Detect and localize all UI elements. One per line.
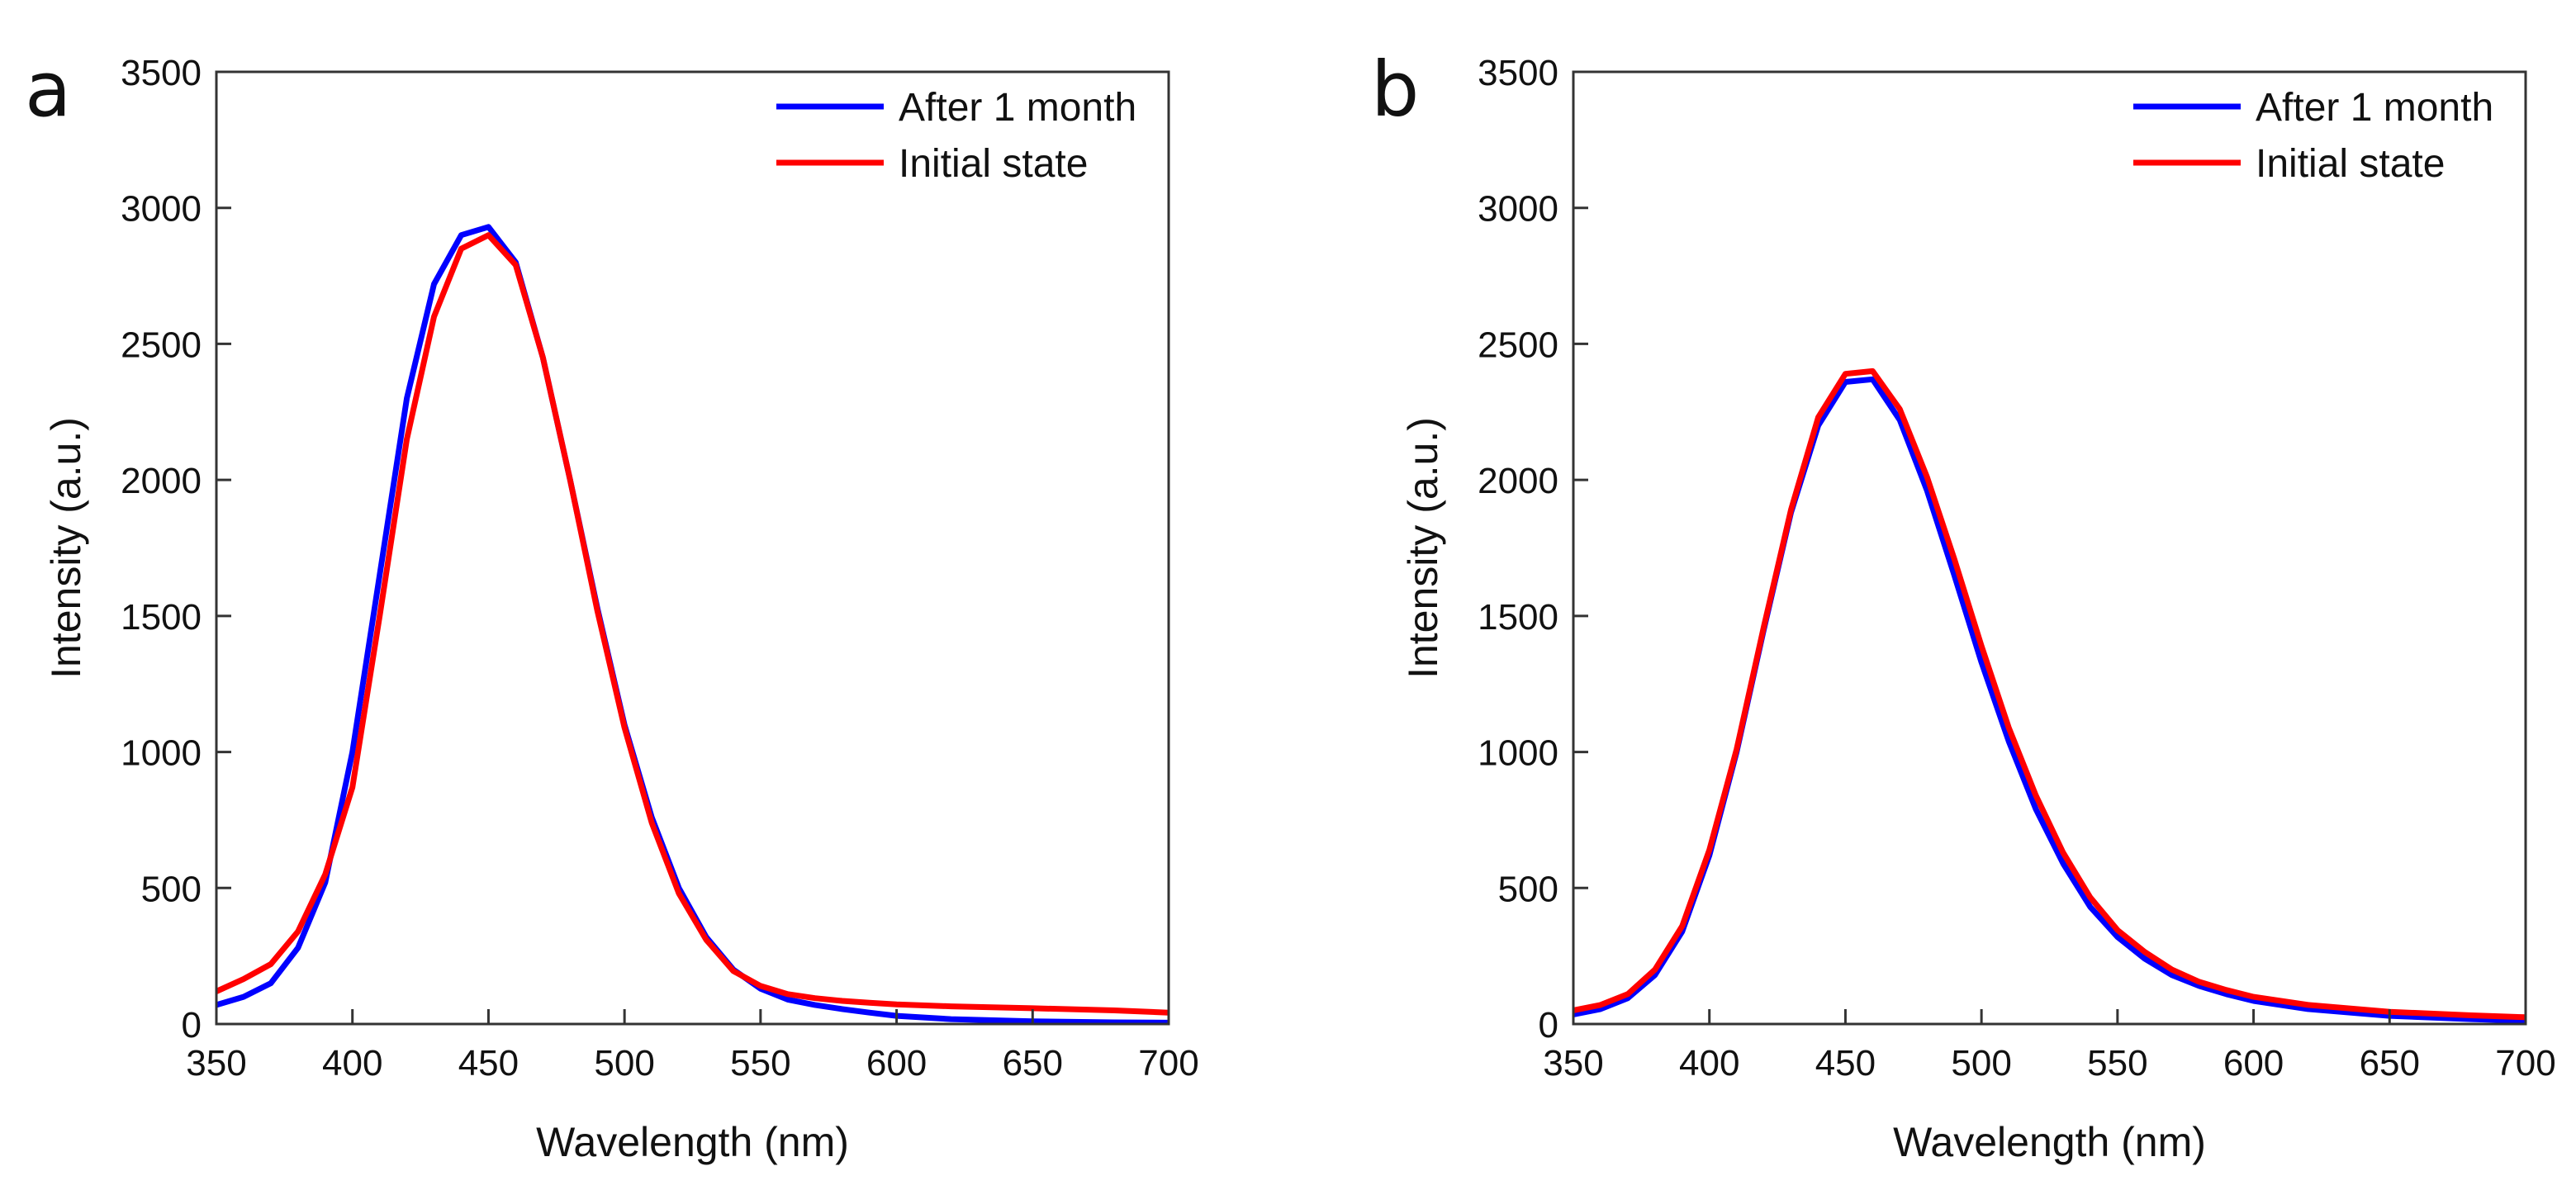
y-tick-label: 500	[1498, 869, 1558, 909]
legend-label: After 1 month	[899, 86, 1136, 130]
x-tick-label: 600	[2223, 1043, 2284, 1083]
y-tick-label: 2500	[121, 325, 202, 365]
panel-letter: a	[25, 45, 71, 134]
series-line-initial-state	[216, 232, 1169, 1016]
x-tick-label: 500	[1951, 1043, 2011, 1083]
x-tick-label: 500	[594, 1043, 654, 1083]
y-tick-label: 2000	[121, 461, 202, 501]
x-tick-label: 550	[2087, 1043, 2147, 1083]
y-tick-label: 3500	[1478, 53, 1558, 93]
y-tick-label: 3500	[121, 53, 202, 93]
x-tick-label: 450	[1815, 1043, 1876, 1083]
x-tick-label: 650	[1003, 1043, 1063, 1083]
legend-label: After 1 month	[2256, 86, 2493, 130]
x-tick-label: 350	[186, 1043, 246, 1083]
x-tick-label: 400	[1679, 1043, 1739, 1083]
chart-panel-a: a 350 400 450 500 550 600 650 700 0 500 1000 1500 200…	[25, 45, 1199, 1165]
x-tick-label: 400	[322, 1043, 382, 1083]
y-tick-label: 1500	[121, 597, 202, 638]
y-tick-label: 1000	[121, 733, 202, 774]
x-tick-label: 650	[2360, 1043, 2420, 1083]
x-tick-label: 550	[730, 1043, 790, 1083]
legend: After 1 month Initial state	[2133, 86, 2493, 186]
x-axis-title: Wavelength (nm)	[536, 1119, 849, 1165]
series-line-after-1-month	[216, 224, 1169, 1024]
legend-label: Initial state	[2256, 142, 2445, 186]
plot-frame	[215, 70, 1170, 1026]
x-tick-label: 600	[866, 1043, 927, 1083]
x-axis-title: Wavelength (nm)	[1893, 1119, 2206, 1165]
x-tick-label: 700	[2495, 1043, 2555, 1083]
y-tick-label: 500	[141, 869, 202, 909]
x-tick-label: 450	[458, 1043, 519, 1083]
y-tick-label: 3000	[121, 189, 202, 230]
x-tick-label: 700	[1138, 1043, 1198, 1083]
legend: After 1 month Initial state	[776, 86, 1136, 186]
y-tick-label: 0	[182, 1005, 202, 1045]
y-tick-label: 0	[1539, 1005, 1558, 1045]
y-tick-label: 3000	[1478, 189, 1558, 230]
plot-frame	[1572, 70, 2527, 1026]
panel-letter: b	[1371, 45, 1419, 134]
y-tick-label: 1500	[1478, 597, 1558, 638]
legend-label: Initial state	[899, 142, 1088, 186]
series-line-initial-state	[1573, 367, 2526, 1021]
x-tick-label: 350	[1543, 1043, 1603, 1083]
series-line-after-1-month	[1573, 376, 2526, 1024]
y-tick-label: 2500	[1478, 325, 1558, 365]
y-tick-label: 1000	[1478, 733, 1558, 774]
chart-panel-b: b 350 400 450 500 550 600 650 700 0 500 1000 1500 200…	[1371, 45, 2556, 1165]
y-axis-title: Intensity (a.u.)	[1400, 417, 1446, 679]
y-axis-title: Intensity (a.u.)	[43, 417, 89, 679]
y-tick-label: 2000	[1478, 461, 1558, 501]
